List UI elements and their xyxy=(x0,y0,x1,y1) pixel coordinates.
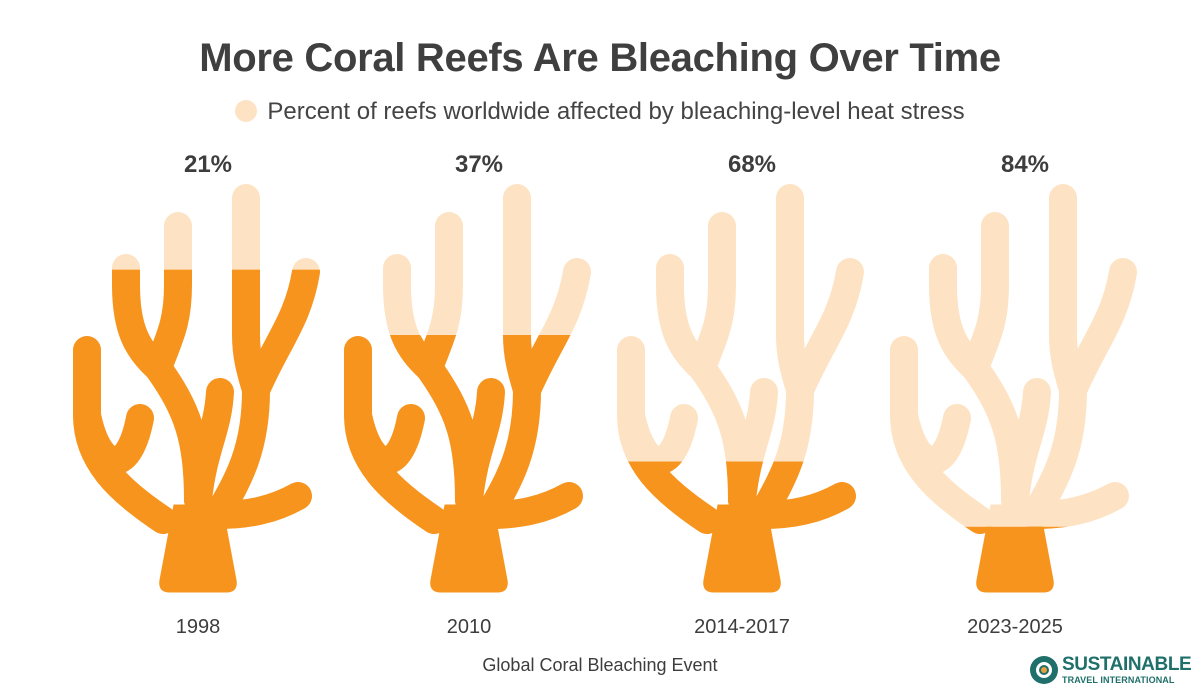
chart-title: More Coral Reefs Are Bleaching Over Time xyxy=(199,36,1001,80)
coral-1998 xyxy=(87,198,306,592)
legend: Percent of reefs worldwide affected by b… xyxy=(0,98,1200,126)
legend-label: Percent of reefs worldwide affected by b… xyxy=(267,98,965,125)
x-axis-label: Global Coral Bleaching Event xyxy=(482,655,718,675)
coral-2014-2017 xyxy=(631,198,850,592)
category-label-2010: 2010 xyxy=(447,616,492,638)
brand-tagline: TRAVEL INTERNATIONAL xyxy=(1062,675,1175,685)
value-label-1998: 21% xyxy=(184,151,232,178)
category-label-1998: 1998 xyxy=(176,616,221,638)
category-label-2014-2017: 2014-2017 xyxy=(694,616,790,638)
coral-2023-2025 xyxy=(904,198,1123,592)
value-label-2023-2025: 84% xyxy=(1001,151,1049,178)
brand-globe-icon xyxy=(1030,656,1058,684)
coral-2010 xyxy=(358,198,577,592)
legend-swatch xyxy=(235,100,258,122)
brand-logo: SUSTAINABLE TRAVEL INTERNATIONAL xyxy=(1030,654,1192,690)
value-label-2010: 37% xyxy=(455,151,503,178)
category-label-2023-2025: 2023-2025 xyxy=(967,616,1063,638)
value-label-2014-2017: 68% xyxy=(728,151,776,178)
brand-name: SUSTAINABLE xyxy=(1062,654,1192,675)
